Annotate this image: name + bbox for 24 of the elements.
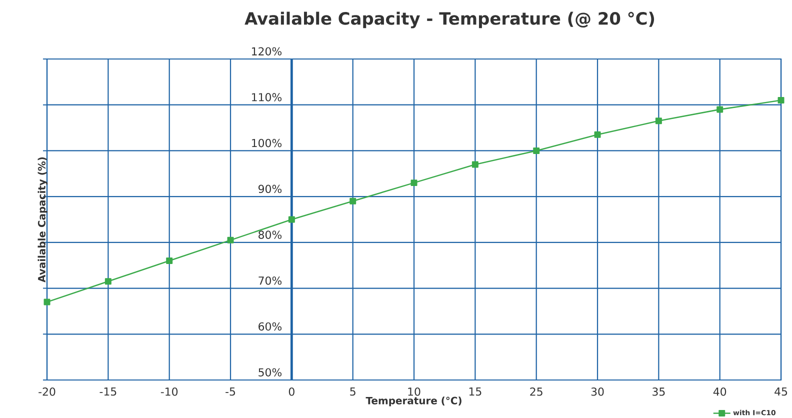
- y-axis-title: Available Capacity (%): [38, 157, 48, 282]
- x-tick-label: 10: [408, 388, 420, 396]
- x-tick-label: -20: [38, 388, 56, 396]
- x-tick-label: 35: [652, 388, 665, 396]
- x-tick-label: -5: [226, 388, 236, 396]
- x-tick-label: 40: [713, 388, 726, 396]
- x-tick-label: -15: [100, 388, 116, 396]
- y-tick-label: 60%: [258, 322, 282, 331]
- y-tick-label: 120%: [252, 47, 282, 56]
- x-tick-label: 45: [774, 388, 788, 396]
- x-tick-label: 5: [350, 388, 356, 396]
- y-tick-label: 110%: [252, 93, 282, 102]
- x-tick-label: 15: [469, 388, 482, 396]
- x-tick-label: 25: [530, 388, 542, 396]
- y-tick-label: 100%: [252, 138, 282, 148]
- y-tick-label: 70%: [258, 276, 282, 285]
- x-tick-label: 0: [288, 388, 294, 396]
- chart-title: Available Capacity - Temperature (@ 20 °C): [244, 12, 654, 28]
- x-axis-title: Temperature (°C): [366, 396, 462, 406]
- x-tick-label: -10: [160, 388, 178, 396]
- y-tick-label: 90%: [258, 184, 282, 194]
- y-tick-label: 80%: [258, 230, 282, 239]
- x-tick-label: 30: [591, 388, 604, 396]
- y-tick-label: 50%: [258, 368, 282, 376]
